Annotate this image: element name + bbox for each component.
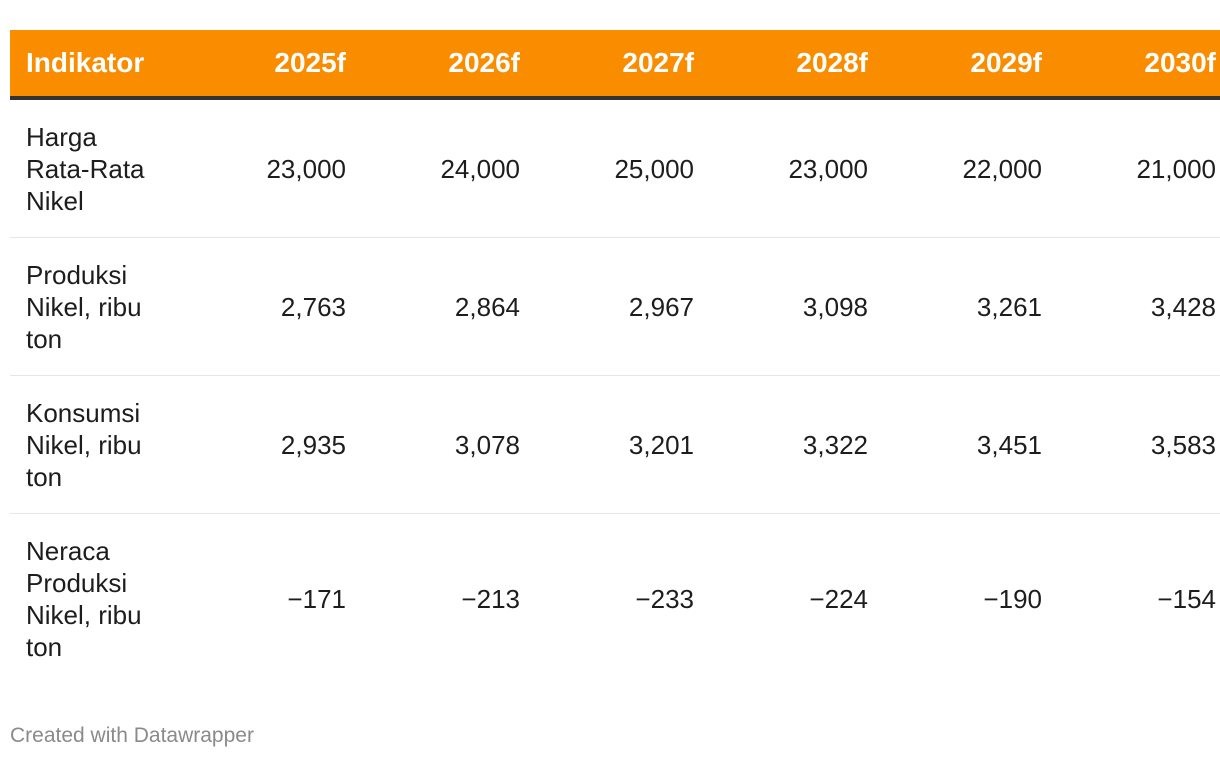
table-cell: 3,078 (362, 375, 536, 514)
column-header-2028f[interactable]: 2028f (710, 30, 884, 100)
table-cell: 25,000 (536, 98, 710, 238)
table-cell: −171 (287, 583, 346, 614)
table-cell: 2,967 (536, 237, 710, 376)
table-cell: 2,935 (188, 375, 362, 514)
table-row-harga: Harga Rata-Rata Nikel 23,000 24,000 25,0… (10, 98, 1220, 238)
table-cell: 3,261 (884, 237, 1058, 376)
table-cell: −213 (461, 583, 520, 614)
table-cell: 3,098 (710, 237, 884, 376)
table-row-produksi: Produksi Nikel, ribu ton 2,763 2,864 2,9… (10, 237, 1220, 376)
table-cell: 3,451 (884, 375, 1058, 514)
table-cell: 3,201 (536, 375, 710, 514)
column-header-indikator[interactable]: Indikator (10, 30, 188, 100)
datawrapper-credit[interactable]: Created with Datawrapper (10, 724, 254, 747)
data-table-container: Indikator 2025f 2026f 2027f 2028f 2029f … (10, 30, 1220, 683)
nickel-indicator-table: Indikator 2025f 2026f 2027f 2028f 2029f … (10, 30, 1220, 683)
column-header-2029f[interactable]: 2029f (884, 30, 1058, 100)
table-cell: −224 (809, 583, 868, 614)
table-cell: 3,428 (1058, 237, 1220, 376)
row-label: Produksi Nikel, ribu ton (10, 237, 188, 376)
column-header-2027f[interactable]: 2027f (536, 30, 710, 100)
table-cell: 22,000 (884, 98, 1058, 238)
table-cell: 21,000 (1058, 98, 1220, 238)
row-label: Neraca Produksi Nikel, ribu ton (26, 535, 142, 662)
column-header-2030f[interactable]: 2030f (1058, 30, 1220, 100)
table-cell: −233 (635, 583, 694, 614)
table-cell: 3,322 (710, 375, 884, 514)
table-cell: 23,000 (710, 98, 884, 238)
table-cell: 2,864 (362, 237, 536, 376)
row-label: Konsumsi Nikel, ribu ton (10, 375, 188, 514)
table-cell: 2,763 (188, 237, 362, 376)
table-header-row: Indikator 2025f 2026f 2027f 2028f 2029f … (10, 30, 1220, 100)
table-cell: −154 (1157, 583, 1216, 614)
column-header-2025f[interactable]: 2025f (188, 30, 362, 100)
column-header-2026f[interactable]: 2026f (362, 30, 536, 100)
table-cell: 3,583 (1058, 375, 1220, 514)
table-cell: −190 (983, 583, 1042, 614)
table-row-konsumsi: Konsumsi Nikel, ribu ton 2,935 3,078 3,2… (10, 375, 1220, 514)
table-cell: 24,000 (362, 98, 536, 238)
table-row-neraca: Neraca Produksi Nikel, ribu ton −171 −21… (10, 514, 1220, 684)
table-cell: 23,000 (188, 98, 362, 238)
row-label: Harga Rata-Rata Nikel (10, 98, 188, 238)
